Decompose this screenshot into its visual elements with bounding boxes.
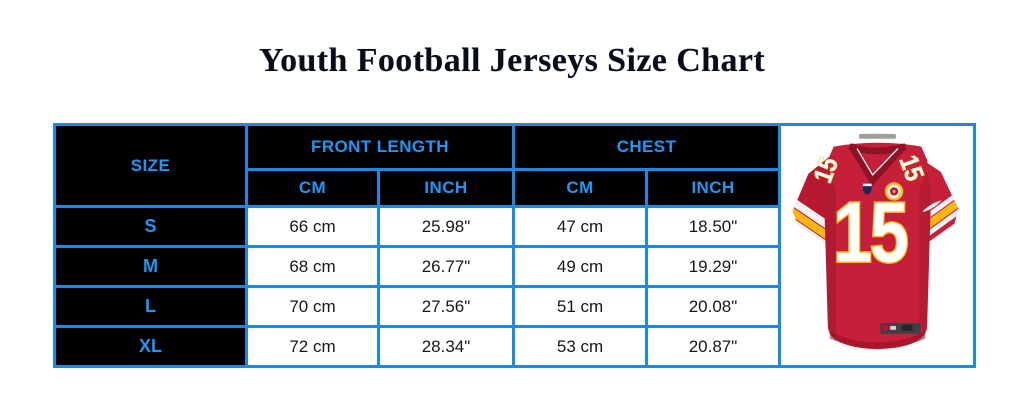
size-cell: S <box>53 205 248 248</box>
nfl-shield-icon <box>862 183 872 195</box>
chest-cm-cell: 51 cm <box>512 285 649 328</box>
jersey-body <box>823 142 931 349</box>
size-chart: SIZE FRONT LENGTH CHEST <box>53 123 977 368</box>
subheader-front-inch: INCH <box>376 168 516 208</box>
chest-cm-cell: 47 cm <box>512 205 649 248</box>
front-inch-cell: 28.34" <box>376 325 516 368</box>
page-title: Youth Football Jerseys Size Chart <box>258 42 766 79</box>
chest-inch-cell: 20.87" <box>645 325 782 368</box>
front-cm-cell: 72 cm <box>245 325 380 368</box>
jersey-collar <box>847 142 907 186</box>
jock-tag <box>879 322 920 334</box>
nike-swoosh-icon <box>921 199 942 212</box>
jersey-number: 15 <box>831 182 910 281</box>
jersey-image: 15 15 <box>792 133 958 349</box>
front-cm-cell: 70 cm <box>245 285 380 328</box>
size-cell: L <box>53 285 248 328</box>
table-row-l: L 70 cm 27.56" 51 cm 20.08" <box>53 285 975 328</box>
size-cell: M <box>53 245 248 288</box>
header-row-units: CM INCH CM INCH <box>55 168 975 208</box>
size-cell: XL <box>53 325 248 368</box>
header-size: SIZE <box>53 123 248 208</box>
chest-cm-cell: 49 cm <box>512 245 649 288</box>
front-inch-cell: 25.98" <box>376 205 516 248</box>
size-chart-table: SIZE FRONT LENGTH CHEST <box>53 123 977 368</box>
chiefs-patch-icon <box>884 181 903 201</box>
chest-inch-cell: 19.29" <box>645 245 782 288</box>
subheader-chest-inch: INCH <box>645 168 782 208</box>
table-row-m: M 68 cm 26.77" 49 cm 19.29" <box>53 245 975 288</box>
svg-text:15: 15 <box>833 183 907 279</box>
header-row-groups: SIZE FRONT LENGTH CHEST <box>53 123 977 368</box>
subheader-front-cm: CM <box>245 168 380 208</box>
front-inch-cell: 27.56" <box>376 285 516 328</box>
jersey-image-cell: 15 15 <box>778 123 977 368</box>
table-row-xl: XL 72 cm 28.34" 53 cm 20.87" <box>53 325 975 368</box>
subheader-chest-cm: CM <box>512 168 649 208</box>
hanger-strap <box>858 133 896 139</box>
front-inch-cell: 26.77" <box>376 245 516 288</box>
chest-inch-cell: 18.50" <box>645 205 782 248</box>
chest-inch-cell: 20.08" <box>645 285 782 328</box>
chest-cm-cell: 53 cm <box>512 325 649 368</box>
front-cm-cell: 68 cm <box>245 245 380 288</box>
header-front-length: FRONT LENGTH <box>244 123 516 171</box>
header-chest: CHEST <box>512 123 782 171</box>
front-cm-cell: 66 cm <box>245 205 380 248</box>
table-row-s: S 66 cm 25.98" 47 cm 18.50" <box>53 205 975 248</box>
